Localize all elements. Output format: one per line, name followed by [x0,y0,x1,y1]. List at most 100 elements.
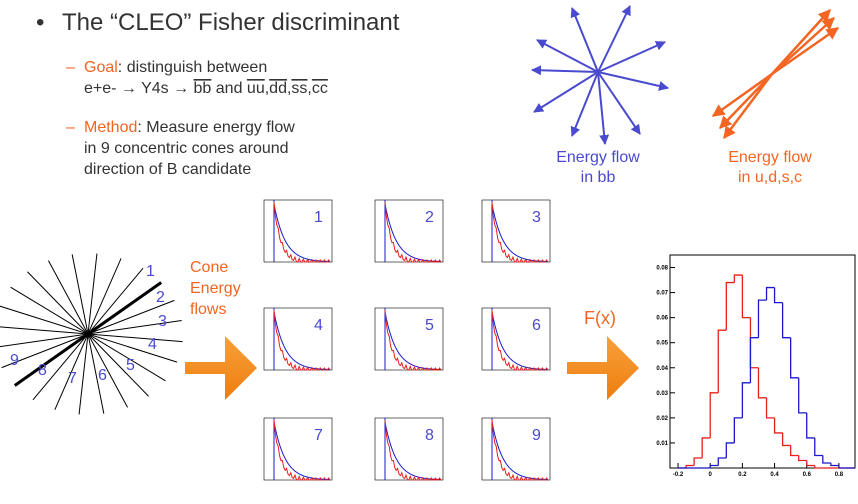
histogram-bin [822,455,831,464]
x-tick-label: 0.2 [738,472,747,478]
cone-number: 1 [146,263,155,280]
arrow [771,26,840,76]
reaction-part: bb [194,80,212,97]
energy-flow-bb [531,5,669,145]
histogram-bin [806,412,815,439]
cone-caption: Cone [190,259,228,276]
cone-number: 2 [156,289,165,306]
reaction-part: , [307,80,311,97]
panel-number: 1 [314,209,323,226]
arrow [570,71,599,137]
histogram-bin [709,392,719,438]
arrow [597,71,641,135]
histogram-bin [733,274,743,283]
arrow [597,41,666,73]
arrow [570,7,599,73]
arrow [723,73,773,139]
goal-line: Goal: distinguish between [84,59,267,76]
arrow [597,71,669,91]
panel-curve [273,309,331,371]
dash: – [66,59,75,76]
panel-curve [384,309,442,371]
method-line: in 9 concentric cones around [84,140,289,157]
histogram-bin [709,464,719,468]
y-tick-label: 0.08 [656,266,668,272]
histogram-bin [773,417,783,434]
panel-curve [273,419,331,481]
histogram-bin [814,465,823,469]
panel-number: 6 [532,317,541,334]
panel-number: 8 [425,427,434,444]
cone-caption: Energy [190,280,241,297]
panel-curve [384,419,442,481]
y-tick-label: 0.06 [656,316,668,322]
reaction-part: uu [247,80,265,97]
cone-number: 6 [98,367,107,384]
histogram-bin [757,299,767,338]
arrow [597,5,631,73]
arrow [597,71,610,145]
panel-number: 9 [532,427,541,444]
bb-label: Energy flow [556,149,640,166]
histogram-bin [773,287,783,304]
x-tick-label: 0.6 [803,472,812,478]
fisher-plot: 0.01 0.02 0.03 0.04 0.05 0.06 0.07 0.08 -0.2 0 0.2… [656,254,856,478]
cone-caption: flows [190,301,226,318]
plot-frame [669,254,856,469]
reaction-part: and [211,80,247,97]
bullet-text: The “CLEO” Fisher discriminant [62,9,400,36]
histogram-bin [741,275,751,319]
reaction-part: ss [291,80,307,97]
x-tick-label: -0.2 [673,472,684,478]
histogram-bin [781,302,791,339]
cone-diagram: 12 345 6 7 8 9 [0,253,183,415]
histogram-bin [725,442,735,458]
y-tick-label: 0.07 [656,291,668,297]
cone-number: 8 [38,362,47,379]
arrow [771,17,835,75]
goal-text: : distinguish between [118,59,267,76]
y-tick-label: 0.01 [656,441,668,447]
udsc-label: in u,d,s,c [738,169,802,186]
cone-number: 3 [158,313,167,330]
reaction-part: e+e- → Y4s → [84,80,194,97]
histogram-bin [749,337,759,383]
histogram-bin [685,464,695,468]
cone-number: 5 [126,357,135,374]
histogram-bin [741,382,751,418]
y-tick-label: 0.04 [656,366,668,372]
panel-curve [384,201,442,263]
histogram-bin [790,337,799,379]
panel-grid: 1 2 3 4 5 6 7 8 9 [263,199,551,481]
histogram-bin [838,465,847,469]
x-tick-label: 0.4 [770,472,779,478]
energy-flow-udsc [711,9,840,139]
panel-number: 2 [425,209,434,226]
cone-number: 9 [10,352,19,369]
y-tick-label: 0.03 [656,391,668,397]
histogram-bin [765,286,775,301]
reaction-part: dd [269,80,287,97]
panel-number: 5 [425,317,434,334]
panel-curve [273,201,331,263]
histogram-bin [725,281,735,331]
histogram-bin [717,329,727,393]
histogram-bin [717,457,727,466]
goal-line2: e+e- → Y4s → bb and uu,dd,ss,cc [84,80,328,97]
panel-number: 7 [314,427,323,444]
udsc-label: Energy flow [728,149,812,166]
panel-number: 3 [532,209,541,226]
x-tick-label: 0.8 [835,472,844,478]
y-tick-label: 0.05 [656,341,668,347]
histogram-bin [830,462,839,467]
histogram-bin [781,432,791,447]
arrow [711,72,773,118]
cone-line [32,267,144,401]
arrow [536,39,599,73]
cone-number: 4 [148,336,157,353]
histogram-bin [701,437,711,458]
text-block: – Goal: distinguish between e+e- → Y4s → b… [66,59,812,328]
method-text: : Measure energy flow [137,119,295,136]
histogram-bin [765,397,775,419]
